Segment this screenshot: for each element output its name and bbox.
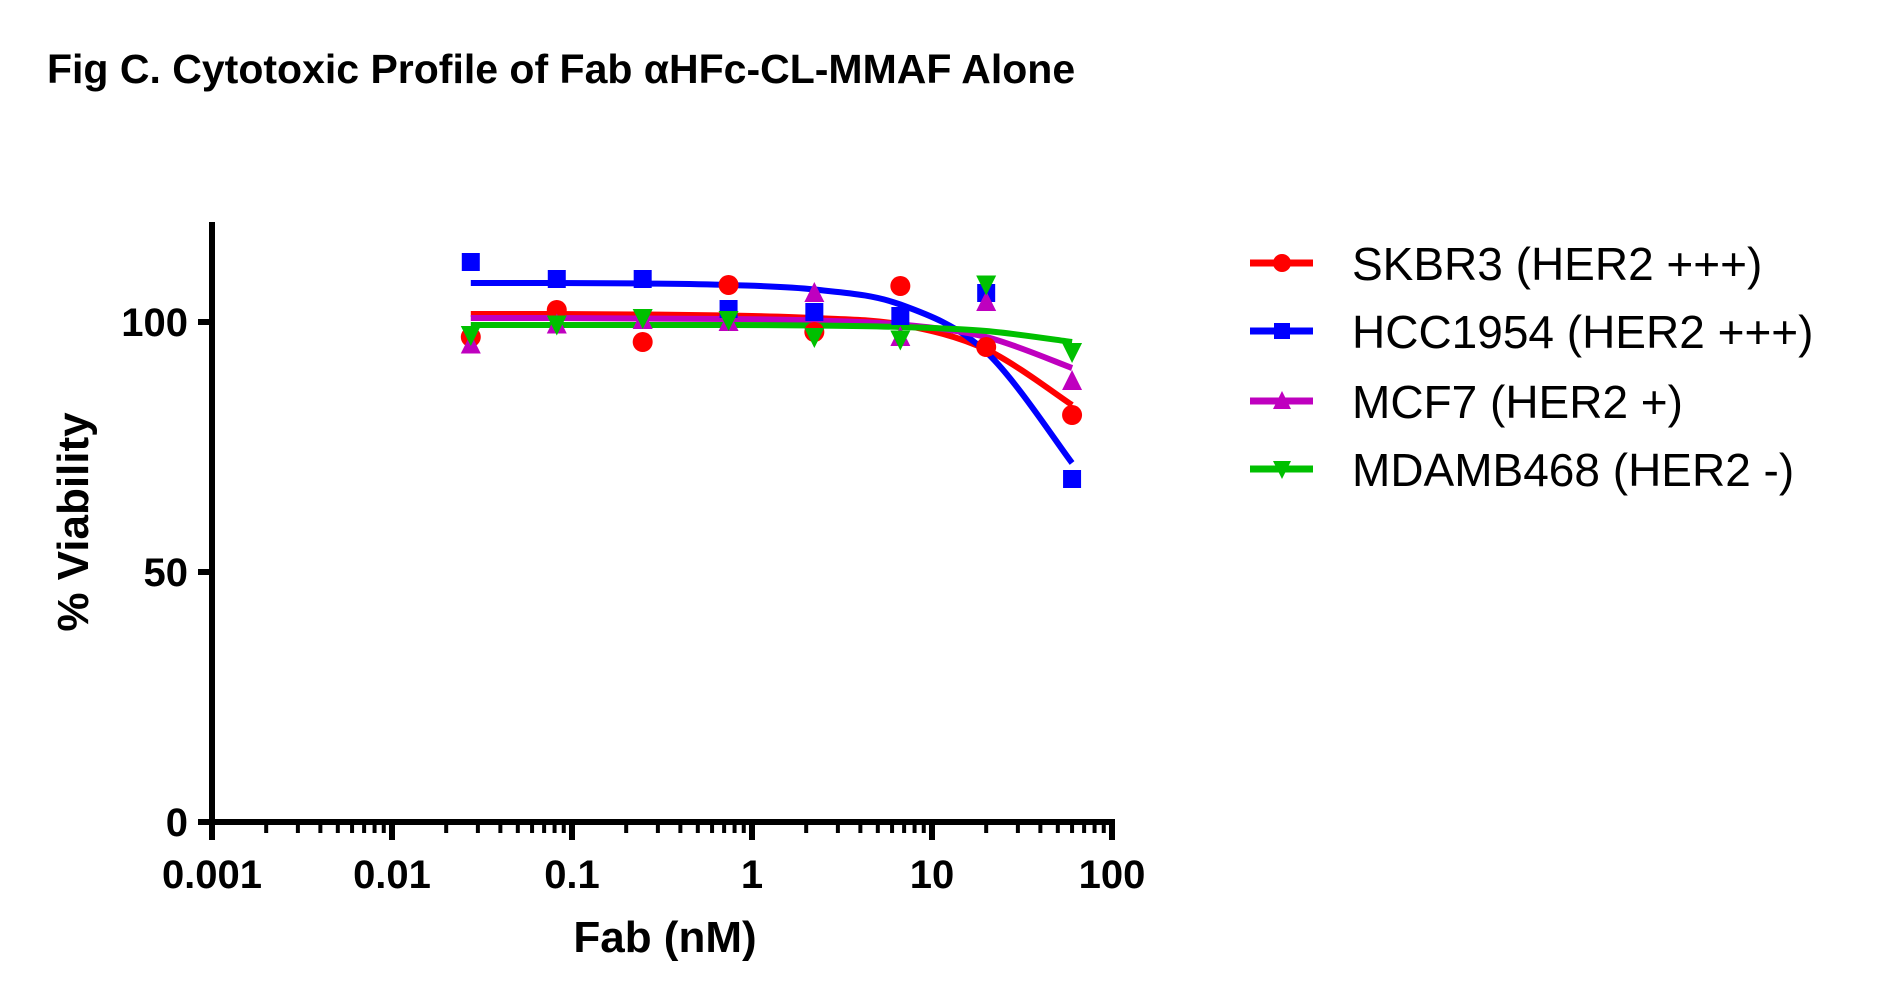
y-tick-label: 50 [144, 551, 189, 595]
y-axis-label: % Viability [49, 412, 98, 632]
data-point [547, 270, 566, 288]
legend-label: HCC1954 (HER2 +++) [1352, 306, 1813, 358]
x-tick-label: 0.001 [162, 853, 262, 897]
legend-item: MDAMB468 (HER2 -) [1250, 444, 1794, 496]
data-point [718, 275, 739, 295]
data-point [546, 300, 567, 320]
data-point [1062, 343, 1083, 363]
x-tick-label: 1 [741, 853, 763, 897]
data-point [804, 282, 825, 302]
x-tick-label: 0.1 [544, 853, 600, 897]
data-point [632, 332, 653, 352]
x-tick-label: 100 [1079, 853, 1146, 897]
legend: SKBR3 (HER2 +++) HCC1954 (HER2 +++) MCF7 (… [1250, 238, 1813, 496]
data-point [890, 330, 911, 351]
data-point [461, 253, 480, 271]
data-point [1062, 405, 1083, 425]
axes [198, 222, 1115, 840]
data-point [718, 311, 739, 331]
legend-label: MDAMB468 (HER2 -) [1352, 444, 1794, 496]
data-point [1062, 370, 1083, 390]
data-point [633, 270, 652, 288]
x-tick-label: 10 [910, 853, 955, 897]
legend-marker-icon [1273, 254, 1291, 272]
legend-marker-icon [1274, 323, 1290, 339]
legend-label: MCF7 (HER2 +) [1352, 376, 1683, 428]
data-point [890, 276, 911, 296]
data-point [460, 326, 481, 346]
data-point [976, 275, 997, 296]
legend-item: HCC1954 (HER2 +++) [1250, 306, 1813, 358]
chart-title: Fig C. Cytotoxic Profile of Fab αHFc-CL-… [47, 46, 1075, 92]
y-tick-labels: 0 50 100 [121, 301, 188, 845]
x-tick-labels: 0.001 0.01 0.1 1 10 100 [162, 853, 1145, 897]
fit-curve [470, 321, 1073, 345]
x-axis-label: Fab (nM) [573, 913, 756, 962]
data-points [460, 253, 1083, 488]
data-point [1063, 470, 1082, 488]
data-point [546, 315, 567, 336]
data-point [891, 307, 910, 325]
legend-marker-icon [1273, 461, 1291, 479]
data-point [976, 291, 997, 311]
y-tick-label: 0 [166, 801, 188, 845]
data-point [805, 303, 824, 321]
legend-label: SKBR3 (HER2 +++) [1352, 238, 1762, 290]
y-tick-label: 100 [121, 301, 188, 345]
legend-item: MCF7 (HER2 +) [1250, 376, 1683, 428]
data-point [632, 309, 653, 329]
legend-item: SKBR3 (HER2 +++) [1250, 238, 1762, 290]
data-point [976, 337, 997, 357]
x-tick-label: 0.01 [353, 853, 431, 897]
legend-marker-icon [1273, 391, 1291, 409]
data-point [804, 328, 825, 348]
